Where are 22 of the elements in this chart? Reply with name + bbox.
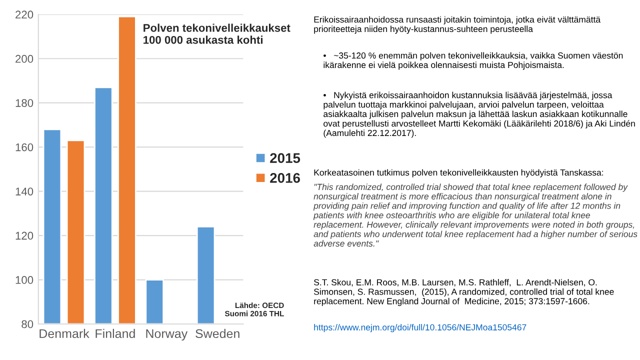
text: Korkeatasoinen tutkimus polven tekonivelleikkausten hyödyistä Tanskassa: [314,169,604,178]
y-tick-label: 100 [16,276,34,284]
text: https://www.nejm.org/doi/full/10.1056/NEJMoa1505467 [314,324,526,332]
y-tick-label: 80 [22,320,34,328]
text: Polven tekonivelleikkaukset 100 000 asukasta kohti [144,24,290,44]
text: "This randomized, controlled trial showed that total knee replacement followed by nonsurgical treatment is more efficacious than nonsurgical treatment alone in providing pain relief and improving function and quality of life after 12 months in patients with knee osteoarthritis who are eligible for unilateral total knee replacement. However, clinically relevant improvements were noted in both groups, and patients who underwent total knee replacement had a higher number of serious adverse events." [313,184,638,247]
legend-label: 2016 [270,173,300,183]
y-tick-label: 200 [16,54,34,63]
y-tick-label: 120 [16,232,34,240]
y-tick-label: 180 [16,99,34,107]
text: • ~35-120 % enemmän polven tekonivelleikkauksia, vaikka Suomen väestön ikärakenne ei vielä poikkea olennaisesti muista Pohjoismaista. [324,52,623,70]
x-tick-label: Norway [146,329,188,341]
y-tick-label: 220 [16,10,34,19]
x-tick-label: Finland [96,328,135,338]
y-tick-label: 140 [16,188,34,196]
text: S.T. Skou, E.M. Roos, M.B. Laursen, M.S. Rathleff, L. Arendt-Nielsen, O. Simonsen, S. Rasmussen, (2015), A randomized, controlled trial of total knee replacement. New England Journal of Medicine, 2015; 373:1597-1606. [314,279,614,306]
text: Erikoissairaanhoidossa runsaasti joitakin toimintoja, jotka eivät välttämättä prioriteetteja niiden hyöty-kustannus-suhteen perusteella [314,16,601,34]
legend-label: 2015 [270,153,300,163]
x-tick-label: Denmark [40,328,90,338]
text: • Nykyistä erikoissairaanhoidon kustannuksia lisäävää järjestelmää, jossa palvelun tuottaja markkinoi palvelujaan, arvioi palvelun tarpeen, veloittaa asiakkaalta julkisen palvelun maksun ja lähettää laskun asiakkaan kotikunnalle ovat perustellusti arvostelleet Martti Kekomäki (Lääkärilehti 2018/6) ja Aki Lindén (Aamulehti 22.12.2017). [324,92,635,138]
x-tick-label: Sweden [196,328,240,338]
y-tick-label: 160 [16,143,34,152]
